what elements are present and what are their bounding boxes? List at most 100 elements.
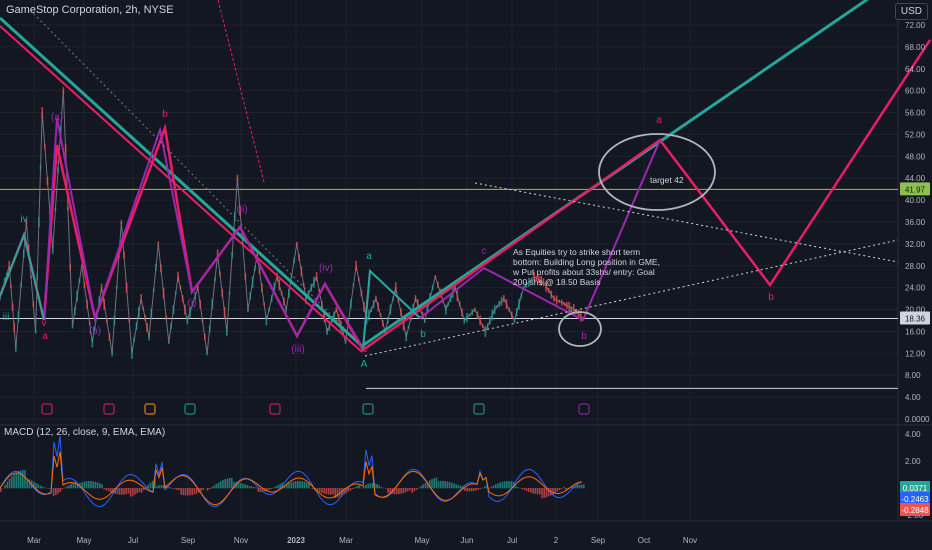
pink-channel-line[interactable] [0, 25, 363, 353]
candle [208, 325, 211, 333]
wave-label[interactable]: iii [3, 312, 10, 323]
candle [76, 290, 78, 302]
candle [572, 304, 575, 316]
wave-label[interactable]: A [361, 359, 368, 370]
dotted-trendline-1[interactable] [29, 9, 363, 347]
x-tick-label: 2023 [287, 536, 305, 545]
candle [120, 220, 123, 224]
macd-histogram-bar [541, 488, 543, 499]
earnings-marker[interactable] [473, 403, 485, 415]
wave-label[interactable]: b [420, 329, 426, 340]
steep-trendline[interactable] [217, 0, 265, 183]
annotation-target[interactable]: target 42 [650, 175, 684, 185]
candle [456, 290, 459, 302]
teal-wave-path-2[interactable] [362, 268, 421, 351]
macd-histogram-bar [572, 486, 574, 489]
macd-histogram-bar [239, 483, 242, 489]
candle [397, 297, 400, 303]
candle [285, 306, 288, 313]
macd-histogram-bar [77, 484, 79, 489]
candle [463, 317, 466, 324]
wave-label[interactable]: c [363, 344, 368, 355]
macd-histogram-bar [330, 488, 332, 495]
y-tick-label: 52.00 [905, 130, 926, 139]
wave-label[interactable]: a [366, 251, 372, 262]
macd-histogram-bar [525, 488, 528, 492]
macd-histogram-bar [349, 488, 352, 491]
teal-wave-path[interactable] [0, 231, 45, 321]
price-axis[interactable]: 72.00 68.00 64.00 60.00 56.00 52.00 48.00 44.00… [905, 21, 930, 424]
annotation-note[interactable]: As Equities try to strike short term bot… [513, 247, 660, 287]
earnings-marker[interactable] [578, 403, 590, 415]
y-tick-label: 56.00 [905, 109, 926, 118]
macd-histogram-bar [44, 487, 46, 489]
x-tick-label: May [76, 536, 91, 545]
earnings-marker[interactable] [144, 403, 156, 415]
candle [496, 305, 498, 309]
macd-tick-label: 2.00 [905, 457, 921, 466]
candle [211, 299, 214, 310]
wave-label[interactable]: b [768, 292, 774, 303]
macd-histogram-bar [382, 487, 385, 489]
macd-histogram-bar [360, 487, 363, 489]
candle [491, 309, 494, 321]
wave-label[interactable]: b [162, 109, 168, 120]
macd-histogram-bar [184, 488, 187, 496]
macd-histogram-bar [481, 487, 484, 489]
earnings-marker[interactable] [362, 403, 374, 415]
candle [377, 302, 380, 312]
macd-histogram-bar [435, 477, 438, 489]
wave-label[interactable]: b [581, 331, 587, 342]
dotted-trendline-3[interactable] [364, 239, 899, 357]
candle [538, 275, 540, 283]
macd-histogram-bar [26, 478, 28, 489]
candle [479, 315, 481, 326]
candle [249, 291, 252, 300]
wave-label[interactable]: (b) [89, 326, 101, 337]
drawings[interactable] [0, 0, 932, 357]
earnings-marker[interactable] [103, 403, 115, 415]
macd-histogram-bar [35, 482, 37, 489]
macd-histogram-bar [369, 483, 372, 489]
wave-label[interactable]: (ii) [236, 204, 247, 215]
currency-button[interactable]: USD [894, 3, 928, 20]
candle [51, 244, 54, 254]
macd-pane[interactable] [0, 435, 585, 508]
macd-histogram-bar [217, 482, 220, 489]
macd-histogram-bar [277, 485, 279, 489]
dotted-trendline-2[interactable] [474, 182, 899, 263]
macd-histogram-bar [561, 488, 563, 489]
candle [481, 323, 484, 328]
wave-label[interactable]: a [656, 115, 662, 126]
candle [570, 306, 573, 311]
wave-label[interactable]: (iii) [291, 344, 304, 355]
macd-histogram-bar [393, 488, 396, 495]
macd-histogram-bar [413, 488, 416, 492]
target-circle[interactable] [598, 133, 716, 211]
wave-label[interactable]: (a) [51, 112, 63, 123]
earnings-marker[interactable] [41, 403, 53, 415]
earnings-marker[interactable] [269, 403, 281, 415]
macd-histogram-bar [371, 483, 374, 489]
wave-label[interactable]: a [42, 331, 48, 342]
entry-circle[interactable] [558, 311, 602, 347]
wave-label[interactable]: c [482, 246, 487, 257]
candle [22, 249, 25, 258]
wave-label[interactable]: iv [20, 214, 27, 225]
macd-histogram-bar [490, 486, 493, 489]
earnings-marker[interactable] [184, 403, 196, 415]
price-pane[interactable] [0, 0, 932, 425]
macd-histogram-bar [228, 478, 231, 489]
wave-label[interactable]: v [42, 318, 47, 329]
macd-histogram-bar [220, 481, 222, 489]
time-axis[interactable]: Mar May Jul Sep Nov 2023 Mar May Jun Jul 2 Sep Oct No… [27, 536, 697, 545]
macd-histogram-bar [147, 484, 149, 489]
wave-label[interactable]: (iv) [319, 263, 333, 274]
candle [162, 287, 165, 299]
y-tick-label: 60.00 [905, 87, 926, 96]
purple-wave-path[interactable] [43, 117, 661, 352]
wave-label[interactable]: (i) [188, 298, 197, 309]
candle [170, 322, 172, 329]
candle [302, 282, 305, 287]
